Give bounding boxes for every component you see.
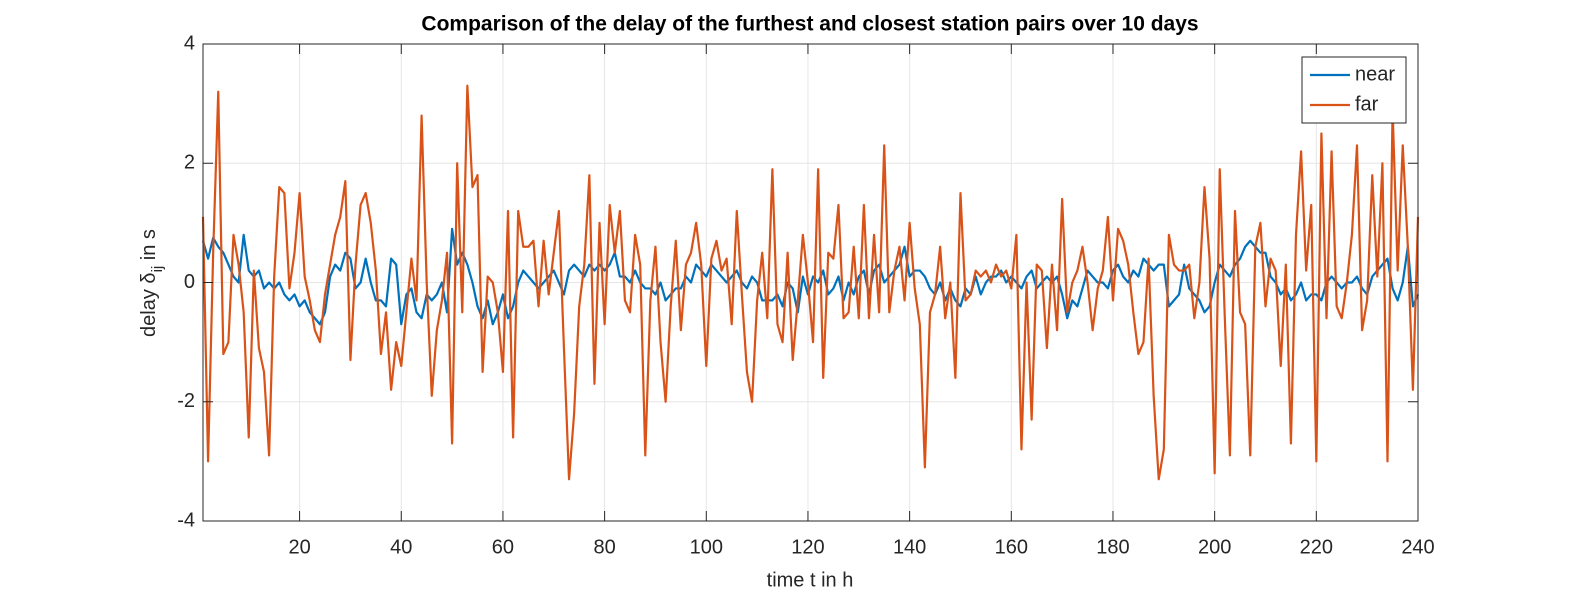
y-label-text: in s: [138, 229, 160, 266]
x-tick-label: 40: [390, 536, 412, 558]
legend: near far: [1301, 56, 1407, 124]
x-tick-label: 100: [690, 536, 723, 558]
y-tick-label: -2: [177, 390, 195, 412]
legend-box: [1301, 56, 1407, 124]
y-tick-label: 4: [184, 32, 195, 54]
x-tick-label: 20: [288, 536, 310, 558]
y-tick-label: 0: [184, 271, 195, 293]
x-axis-label: time t in h: [767, 569, 854, 591]
legend-label: near: [1355, 63, 1395, 85]
x-tick-label: 140: [893, 536, 926, 558]
legend-label: far: [1355, 93, 1379, 115]
line-series: [201, 227, 1420, 326]
line-series: [201, 84, 1420, 481]
x-tick-label: 80: [593, 536, 615, 558]
ticks: 20 40 60 80 100 120 140 160 180 200 220 240 -4 -2 0 2 4: [177, 32, 1434, 558]
x-tick-label: 120: [791, 536, 824, 558]
y-tick-label: 2: [184, 152, 195, 174]
plot-area: [201, 84, 1420, 481]
y-axis-label: delay δij in s: [138, 229, 166, 337]
y-tick-label: -4: [177, 509, 195, 531]
x-tick-label: 200: [1198, 536, 1231, 558]
x-tick-label: 240: [1401, 536, 1434, 558]
y-label-text: delay δ: [138, 272, 160, 337]
chart-title: Comparison of the delay of the furthest …: [421, 13, 1198, 36]
x-tick-label: 60: [492, 536, 514, 558]
x-tick-label: 180: [1096, 536, 1129, 558]
x-tick-label: 160: [995, 536, 1028, 558]
y-label-subscript: ij: [149, 266, 166, 273]
x-tick-label: 220: [1300, 536, 1333, 558]
